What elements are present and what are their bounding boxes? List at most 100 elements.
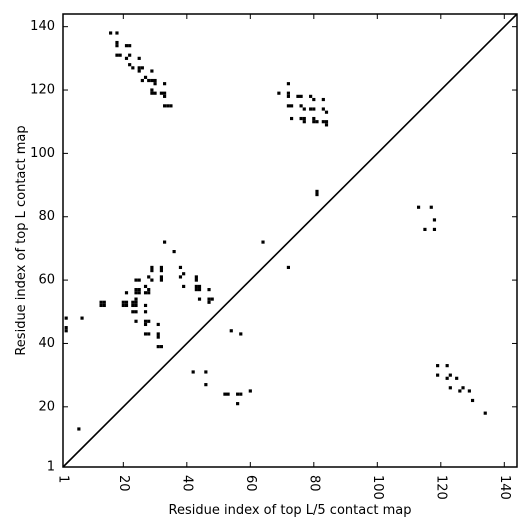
contact-point-top-l5 [99, 300, 103, 304]
contact-point-top-l5 [159, 275, 163, 279]
contact-point-top-l5 [194, 278, 198, 282]
contact-point-top-l5 [143, 303, 148, 308]
contact-point-top-l5 [124, 303, 129, 308]
contact-point-top-l [312, 107, 316, 111]
contact-point-top-l5 [204, 383, 208, 387]
contact-point-top-l5 [134, 278, 138, 282]
contact-point-top-l [137, 56, 141, 60]
diagonal-line [62, 13, 518, 468]
contact-point-top-l5 [204, 370, 208, 374]
contact-point-top-l5 [131, 303, 135, 308]
y-tick-label: 20 [38, 399, 55, 414]
contact-point-top-l [483, 411, 487, 415]
contact-point-top-l5 [182, 284, 186, 289]
contact-point-top-l [153, 91, 157, 95]
contact-point-top-l [124, 56, 129, 60]
x-tick-label: 100 [370, 475, 385, 500]
contact-point-top-l5 [159, 265, 163, 270]
contact-point-top-l5 [99, 303, 103, 308]
contact-point-top-l5 [191, 370, 195, 374]
contact-point-top-l [159, 91, 163, 95]
contact-point-top-l5 [143, 284, 148, 289]
contact-point-top-l [324, 123, 329, 127]
contact-point-top-l [315, 120, 319, 124]
contact-point-top-l5 [150, 269, 154, 273]
y-tick-label: 140 [30, 19, 55, 34]
contact-point-top-l5 [134, 288, 138, 292]
contact-point-top-l5 [207, 297, 211, 301]
contact-point-top-l [153, 78, 157, 83]
contact-point-top-l5 [156, 335, 160, 339]
contact-point-top-l5 [156, 345, 160, 349]
contact-point-top-l5 [147, 332, 151, 336]
contact-point-top-l5 [197, 284, 202, 289]
contact-point-top-l [432, 227, 437, 231]
contact-point-top-l5 [159, 345, 163, 349]
contact-point-top-l [321, 107, 325, 111]
contact-point-top-l [324, 120, 329, 124]
contact-point-top-l5 [207, 288, 211, 292]
x-tick-label: 120 [433, 475, 448, 500]
contact-point-top-l5 [150, 265, 154, 270]
contact-point-top-l [324, 110, 329, 114]
contact-point-top-l [312, 120, 316, 124]
contact-point-top-l [458, 389, 462, 393]
contact-point-top-l [321, 120, 325, 124]
contact-point-top-l [169, 104, 173, 108]
contact-point-top-l5 [236, 392, 240, 396]
contact-point-top-l [115, 53, 119, 57]
contact-point-top-l [163, 94, 167, 98]
contact-point-top-l [137, 66, 141, 70]
contact-point-top-l5 [131, 310, 135, 314]
contact-point-top-l [143, 75, 148, 79]
contact-point-top-l [470, 398, 475, 403]
contact-point-top-l [118, 53, 122, 57]
contact-point-top-l5 [134, 319, 138, 323]
contact-point-top-l [302, 116, 306, 121]
contact-point-top-l5 [197, 288, 202, 292]
contact-point-top-l5 [229, 329, 233, 333]
contact-point-top-l [290, 104, 294, 108]
contact-point-top-l5 [80, 316, 84, 320]
y-tick-label: 40 [38, 336, 55, 351]
contact-point-top-l5 [178, 275, 183, 279]
contact-point-top-l [315, 189, 319, 193]
x-tick-label: 60 [243, 475, 258, 492]
contact-point-top-l [163, 82, 167, 86]
y-tick-label: 80 [38, 209, 55, 224]
contact-point-top-l5 [131, 300, 135, 304]
x-tick-label: 1 [56, 475, 71, 483]
contact-point-top-l5 [147, 291, 151, 295]
contact-point-top-l5 [286, 265, 290, 270]
contact-point-top-l [115, 44, 119, 48]
contact-point-top-l5 [143, 319, 148, 323]
contact-points-layer [64, 31, 487, 431]
contact-point-top-l [150, 78, 154, 83]
contact-point-top-l5 [156, 332, 160, 336]
contact-point-top-l5 [172, 250, 176, 254]
contact-point-top-l [150, 88, 154, 92]
contact-point-top-l [140, 78, 144, 83]
contact-point-top-l [124, 44, 129, 48]
contact-point-top-l [131, 66, 135, 70]
contact-point-top-l [467, 389, 471, 393]
contact-point-top-l [416, 205, 421, 209]
contact-point-top-l [140, 66, 144, 70]
contact-point-top-l5 [143, 291, 148, 295]
x-axis-label: Residue index of top L/5 contact map [169, 503, 412, 518]
contact-point-top-l [115, 40, 119, 45]
contact-point-top-l5 [134, 300, 138, 304]
contact-point-top-l5 [223, 392, 227, 396]
contact-point-top-l5 [134, 297, 138, 301]
contact-point-top-l [429, 205, 433, 209]
y-tick-label: 60 [38, 273, 55, 288]
contact-point-top-l5 [147, 319, 151, 323]
diagonal-layer [62, 13, 518, 468]
y-tick-label: 100 [30, 146, 55, 161]
contact-point-top-l5 [182, 272, 186, 276]
contact-point-top-l5 [236, 402, 240, 406]
contact-point-top-l5 [226, 392, 230, 396]
contact-point-top-l [147, 78, 151, 83]
